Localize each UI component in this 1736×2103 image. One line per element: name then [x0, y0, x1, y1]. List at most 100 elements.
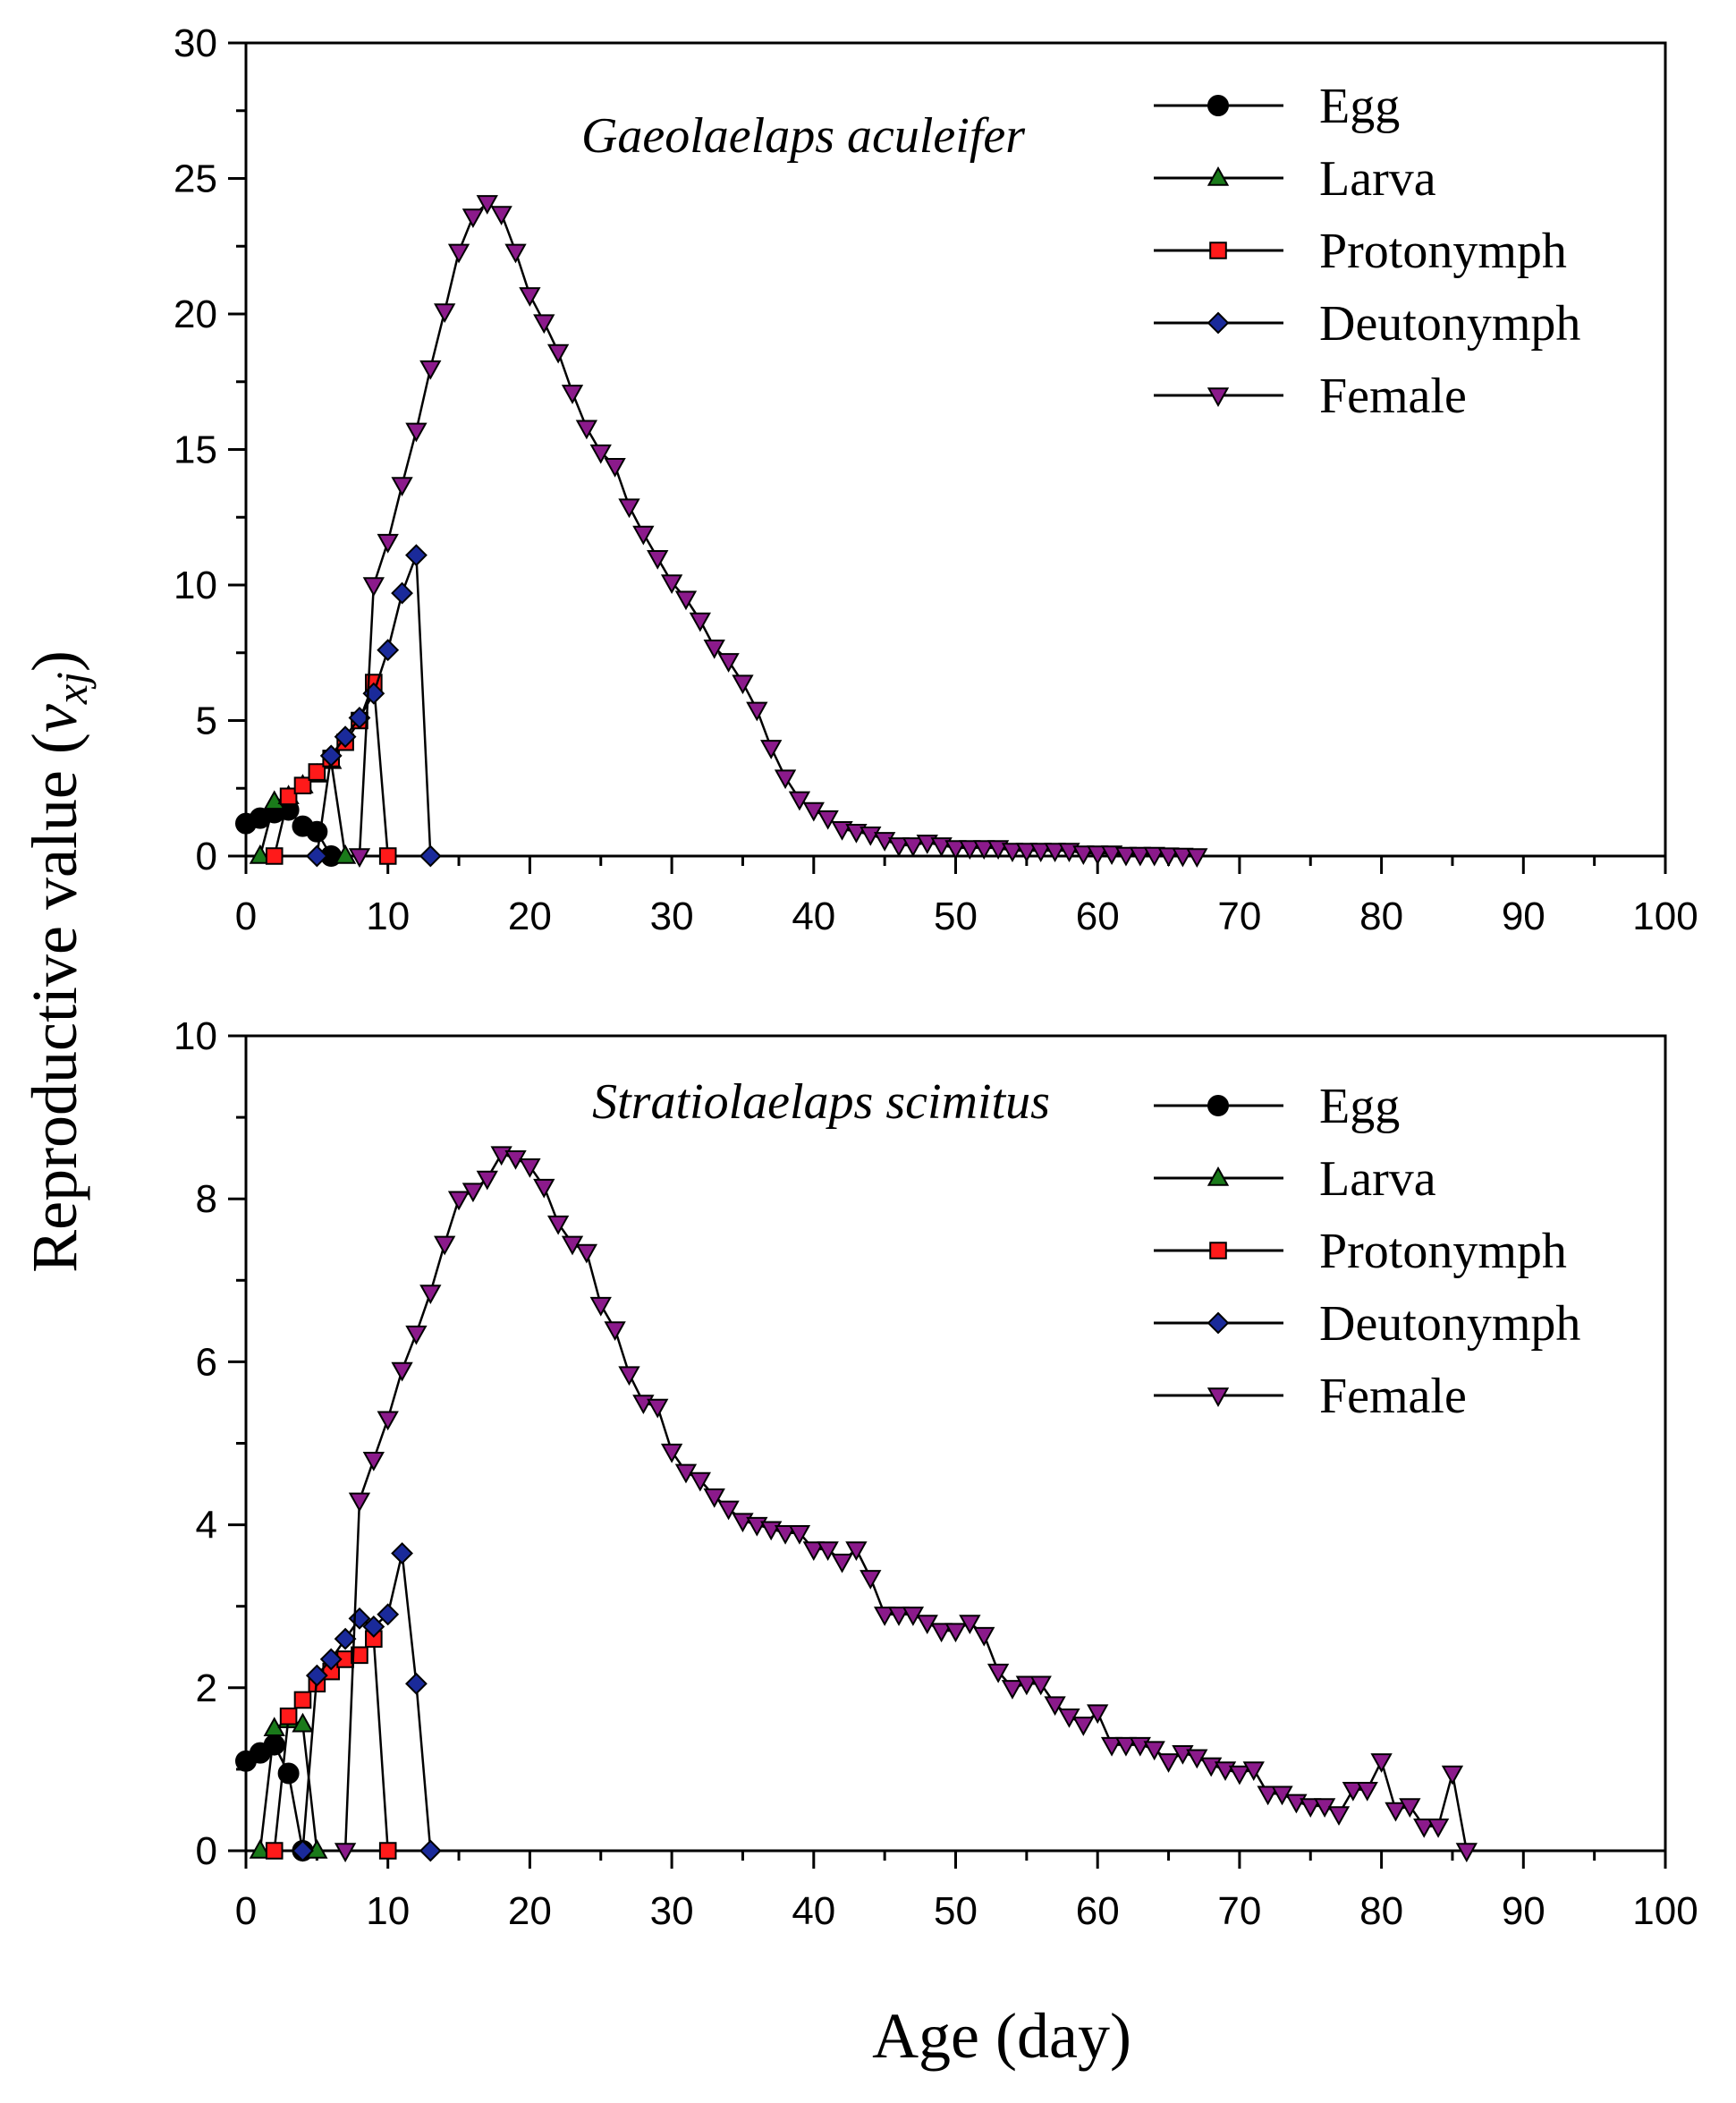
x-tick-label: 70: [1217, 895, 1261, 938]
x-tick-label: 20: [508, 895, 552, 938]
data-point-female: [362, 577, 385, 598]
data-point-female: [1087, 845, 1109, 866]
data-point-female: [334, 1843, 357, 1863]
data-point-female: [462, 1183, 485, 1203]
legend-label-egg: Egg: [1319, 79, 1400, 134]
y-tick-label: 30: [174, 21, 217, 65]
data-point-female: [1157, 1753, 1180, 1773]
x-tick-label: 90: [1502, 895, 1545, 938]
data-point-protonymph: [265, 1842, 284, 1860]
data-point-deutonymph: [319, 1648, 343, 1671]
data-point-deutonymph: [391, 1542, 413, 1565]
data-point-female: [391, 477, 413, 496]
data-point-deutonymph: [377, 1603, 400, 1626]
x-tick-label: 40: [792, 895, 835, 938]
x-tick-label: 30: [650, 895, 694, 938]
data-point-female: [647, 550, 669, 570]
data-point-female: [604, 457, 626, 478]
legend-label-deutonymph: Deutonymph: [1319, 296, 1580, 352]
data-point-female: [618, 1366, 640, 1386]
data-point-female: [1100, 1736, 1123, 1757]
x-tick-label: 70: [1217, 1889, 1261, 1933]
legend-label-larva: Larva: [1319, 151, 1436, 207]
data-point-female: [831, 1553, 853, 1573]
legend: Egg Larva Protonymph Deutonymph Female: [1154, 79, 1580, 424]
data-point-female: [504, 243, 527, 264]
legend-label-protonymph: Protonymph: [1319, 224, 1567, 279]
series-line-deutonymph: [301, 1553, 432, 1852]
data-point-protonymph: [308, 763, 326, 781]
data-point-female: [490, 206, 512, 225]
data-point-deutonymph: [305, 1664, 328, 1687]
y-tick-label: 6: [196, 1340, 217, 1384]
data-point-female: [1044, 843, 1066, 862]
data-point-female: [1399, 1798, 1421, 1818]
data-point-female: [845, 1541, 868, 1561]
y-tick-label: 8: [196, 1177, 217, 1221]
data-point-female: [959, 840, 981, 860]
data-point-deutonymph: [377, 639, 400, 662]
data-point-female: [944, 840, 967, 860]
data-point-female: [689, 612, 711, 632]
data-point-female: [774, 1525, 797, 1545]
x-tick-label: 0: [235, 895, 257, 938]
data-point-female: [546, 1215, 570, 1235]
data-point-female: [1072, 1717, 1095, 1736]
data-point-female: [1385, 1802, 1407, 1822]
data-point-female: [476, 195, 498, 215]
data-point-female: [1143, 846, 1165, 867]
data-point-larva: [263, 790, 285, 810]
data-point-protonymph: [293, 776, 312, 795]
x-tick-label: 80: [1359, 1889, 1403, 1933]
data-point-female: [1157, 847, 1180, 868]
data-point-protonymph: [279, 787, 298, 806]
data-point-deutonymph: [419, 1839, 442, 1862]
data-point-female: [1441, 1765, 1464, 1785]
y-tick-label: 10: [174, 1014, 217, 1058]
data-point-female: [419, 360, 442, 380]
x-tick-label: 20: [508, 1889, 552, 1933]
data-point-female: [405, 1325, 428, 1345]
data-point-female: [1455, 1843, 1478, 1863]
legend-label-protonymph: Protonymph: [1319, 1224, 1567, 1279]
data-point-female: [902, 837, 925, 857]
data-point-female: [1029, 1675, 1052, 1696]
x-tick-label: 0: [235, 1889, 257, 1933]
data-point-female: [1228, 1765, 1251, 1785]
data-point-female: [788, 1525, 811, 1545]
data-point-deutonymph: [305, 844, 328, 868]
y-tick-label: 0: [196, 835, 217, 878]
data-point-deutonymph: [405, 1672, 428, 1695]
data-point-female: [575, 420, 598, 440]
data-point-female: [732, 674, 754, 695]
x-tick-label: 60: [1076, 1889, 1120, 1933]
data-point-deutonymph: [419, 844, 442, 868]
data-point-female: [944, 1623, 967, 1643]
data-point-female: [1186, 848, 1208, 869]
data-point-female: [362, 1452, 385, 1471]
legend-label-female: Female: [1319, 369, 1467, 424]
data-point-female: [434, 303, 456, 324]
data-point-deutonymph: [334, 1627, 357, 1650]
data-point-female: [660, 1443, 683, 1463]
data-point-female: [476, 1170, 498, 1191]
plot-frame: [244, 41, 1667, 858]
data-point-female: [1370, 1753, 1393, 1773]
data-point-larva: [249, 844, 272, 864]
data-point-female: [1129, 846, 1151, 867]
data-point-deutonymph: [391, 581, 413, 605]
data-point-protonymph: [293, 1691, 312, 1709]
series-female: [334, 1146, 1478, 1863]
data-point-female: [860, 1570, 882, 1590]
data-point-female: [1143, 1741, 1165, 1761]
x-tick-label: 90: [1502, 1889, 1545, 1933]
data-point-female: [1300, 1798, 1322, 1818]
data-point-female: [1015, 1675, 1038, 1696]
data-point-female: [419, 1285, 442, 1305]
series-line-female: [358, 201, 1198, 858]
legend-marker-deutonymph: [1207, 311, 1230, 335]
legend-marker-egg: [1207, 1095, 1230, 1116]
x-tick-label: 80: [1359, 895, 1403, 938]
data-point-female: [973, 1626, 995, 1647]
